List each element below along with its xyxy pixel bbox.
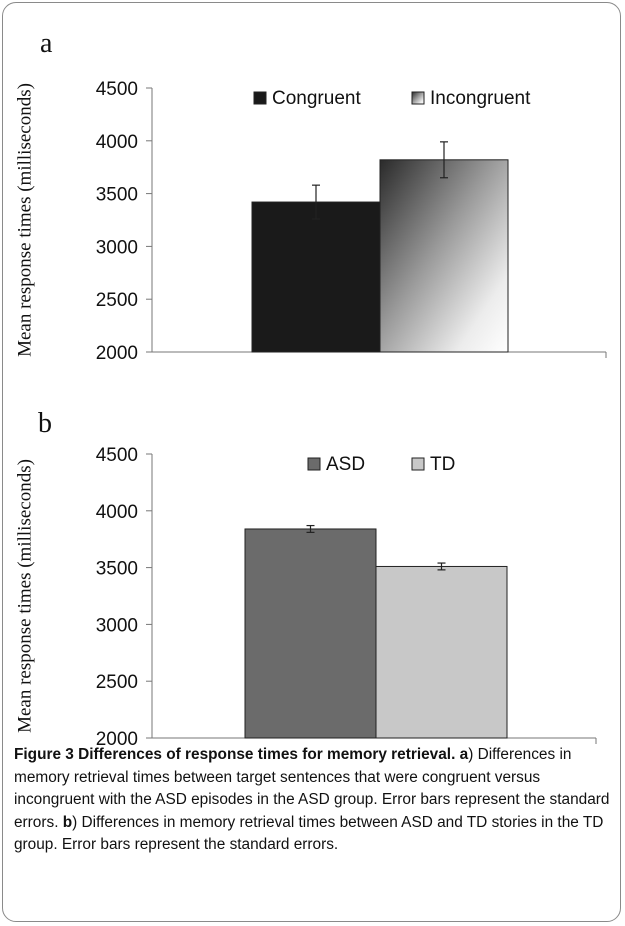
y-tick-label: 4000 bbox=[96, 132, 138, 153]
y-tick-label: 2000 bbox=[96, 729, 138, 745]
legend-swatch bbox=[411, 457, 425, 471]
figure-charts: a Mean response times (milliseconds) 2000 2… bbox=[14, 28, 607, 745]
y-tick-label: 3500 bbox=[96, 559, 138, 580]
y-tick-label: 2000 bbox=[96, 343, 138, 364]
y-tick-label: 3500 bbox=[96, 185, 138, 206]
y-tick-label: 2500 bbox=[96, 290, 138, 311]
caption-text-b: ) Differences in memory retrieval times … bbox=[14, 813, 604, 854]
y-axis-label: Mean response times (milliseconds) bbox=[14, 459, 35, 733]
panel-label: a bbox=[40, 28, 53, 59]
legend-label: TD bbox=[430, 454, 455, 475]
figure-caption: Figure 3 Differences of response times f… bbox=[14, 744, 614, 857]
panel-label: b bbox=[38, 408, 52, 439]
chart-panel-a: a Mean response times (milliseconds) 2000 2… bbox=[14, 28, 607, 364]
bar-incongruent bbox=[379, 159, 509, 353]
caption-label-b: b bbox=[62, 813, 73, 831]
caption-text-a: ) Differences in memory retrieval times … bbox=[14, 746, 610, 831]
legend-swatch bbox=[307, 457, 321, 471]
y-tick-label: 3000 bbox=[96, 237, 138, 258]
y-tick-label: 4500 bbox=[96, 79, 138, 100]
legend-label: Incongruent bbox=[430, 88, 531, 109]
bar-congruent bbox=[251, 201, 381, 353]
bar-asd bbox=[244, 528, 377, 739]
legend-swatch bbox=[411, 91, 425, 105]
bar-td bbox=[375, 565, 508, 739]
y-tick-label: 4500 bbox=[96, 445, 138, 466]
caption-title: Figure 3 Differences of response times f… bbox=[14, 746, 456, 763]
y-tick-label: 2500 bbox=[96, 672, 138, 693]
y-axis-label: Mean response times (milliseconds) bbox=[14, 83, 35, 357]
y-tick-label: 4000 bbox=[96, 502, 138, 523]
legend-label: ASD bbox=[326, 454, 365, 475]
caption-label-a: a bbox=[459, 746, 469, 763]
y-tick-label: 3000 bbox=[96, 615, 138, 636]
legend-label: Congruent bbox=[272, 88, 361, 109]
legend-swatch bbox=[253, 91, 267, 105]
